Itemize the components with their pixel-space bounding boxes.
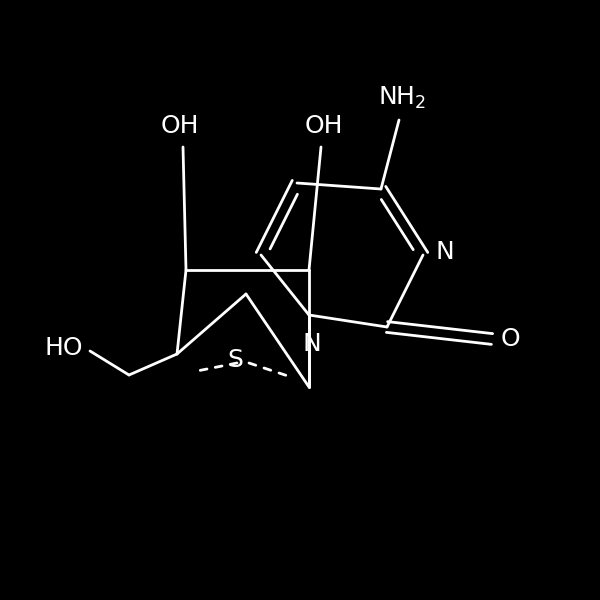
Text: HO: HO [44, 336, 83, 360]
Text: O: O [501, 327, 521, 351]
Text: OH: OH [305, 114, 343, 138]
Text: N: N [435, 240, 454, 264]
Text: NH$_2$: NH$_2$ [378, 85, 426, 111]
Text: S: S [228, 348, 244, 372]
Text: N: N [302, 332, 322, 356]
Text: OH: OH [161, 114, 199, 138]
